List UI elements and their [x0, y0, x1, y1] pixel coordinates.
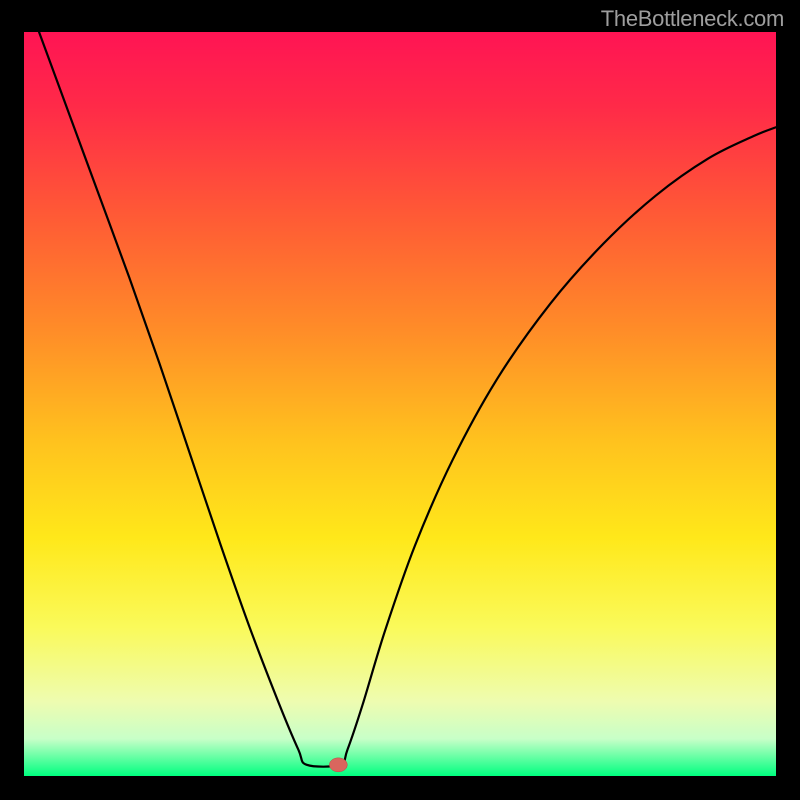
plot-area [24, 32, 776, 776]
gradient-background [24, 32, 776, 776]
watermark-text: TheBottleneck.com [601, 6, 784, 32]
